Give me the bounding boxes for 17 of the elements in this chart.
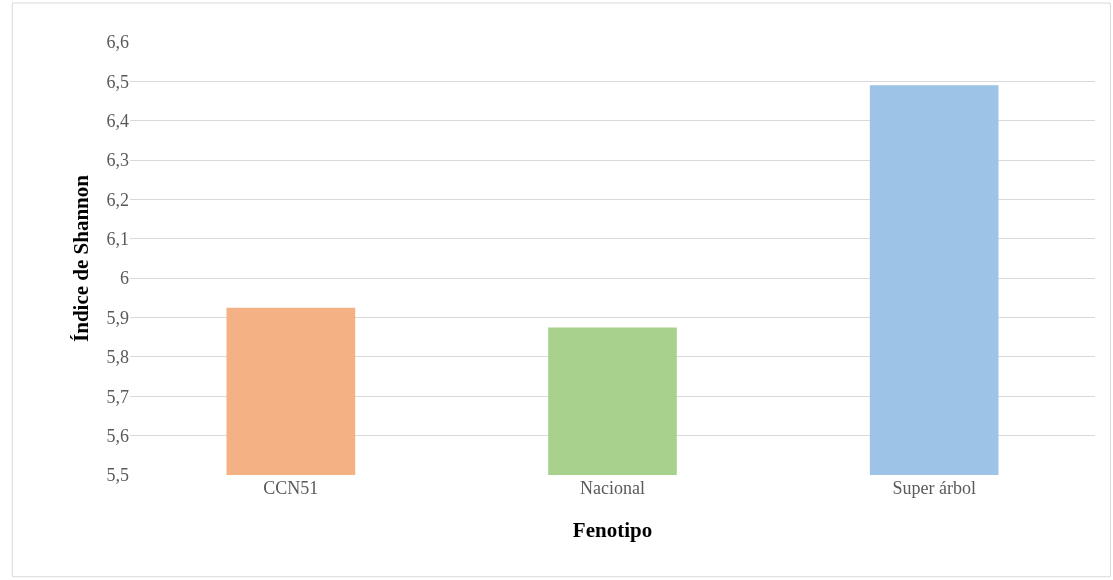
y-tick-label: 6,6 <box>106 32 129 53</box>
y-tick-label: 6,3 <box>106 150 129 171</box>
y-tick-label: 6 <box>120 268 129 289</box>
y-tick-label: 5,8 <box>106 347 129 368</box>
y-tick-label: 6,2 <box>106 189 129 210</box>
x-tick-label: Super árbol <box>892 478 976 498</box>
y-tick-label: 5,6 <box>106 425 129 446</box>
y-tick-label: 6,4 <box>106 111 129 132</box>
y-axis-title: Índice de Shannon <box>68 174 93 342</box>
x-tick-label: CCN51 <box>263 478 319 498</box>
y-tick-label: 5,7 <box>106 386 129 407</box>
x-axis-title: Fenotipo <box>572 518 653 543</box>
x-tick-label: Nacional <box>580 478 645 498</box>
y-tick-label: 6,1 <box>106 229 129 250</box>
y-tick-label: 5,5 <box>106 465 129 486</box>
y-tick-label: 5,9 <box>106 307 129 328</box>
y-tick-label: 6,5 <box>106 71 129 92</box>
